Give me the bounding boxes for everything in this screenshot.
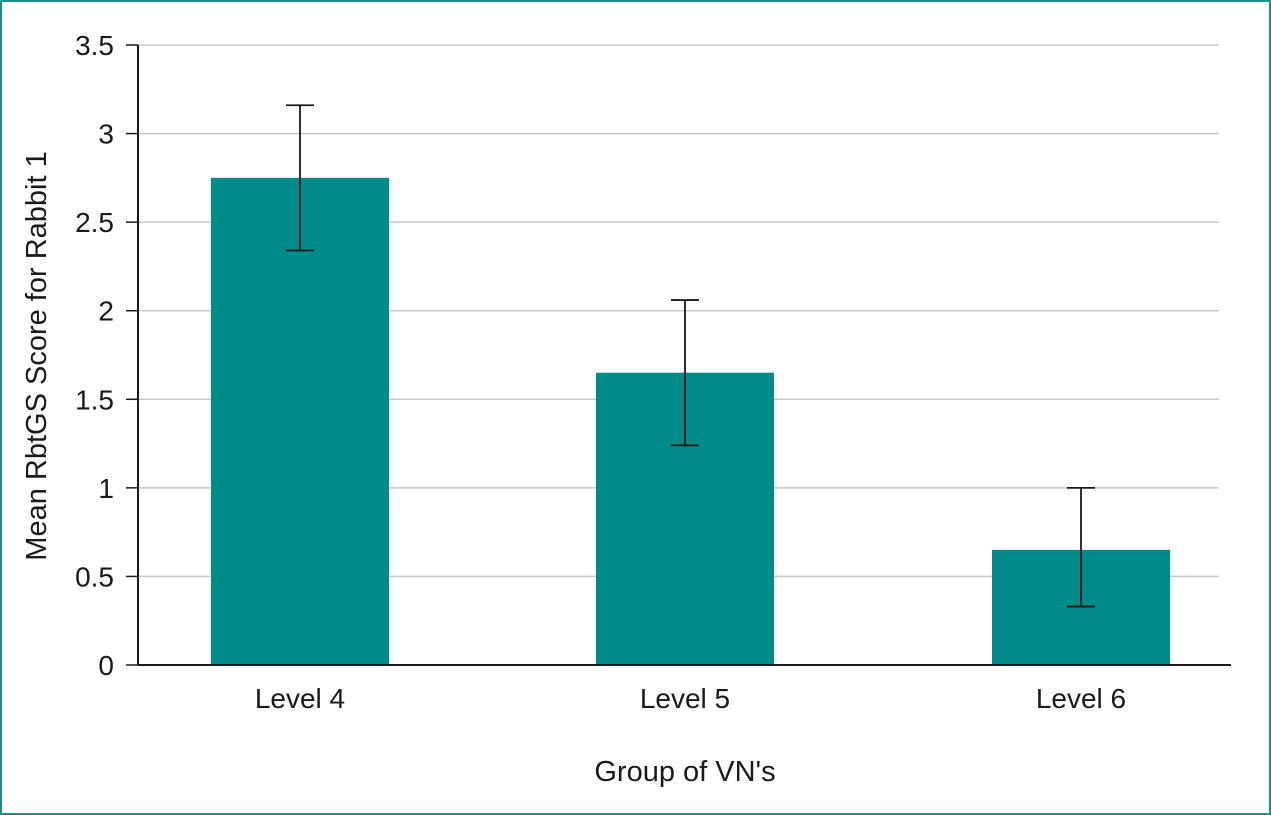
tick-labels: 0 0.5 1 1.5 2 2.5 3 3.5 Level 4 Level 5 Level 6 [75, 30, 1126, 714]
axes [126, 44, 1231, 666]
x-tick-label: Level 5 [640, 683, 730, 714]
x-axis-title: Group of VN's [594, 756, 775, 788]
bars [211, 177, 1170, 665]
y-tick-label: 3 [98, 119, 114, 150]
y-tick-label: 0 [98, 650, 114, 681]
y-tick-label: 3.5 [75, 30, 114, 61]
y-tick-label: 1 [98, 473, 114, 504]
y-axis-title: Mean RbtGS Score for Rabbit 1 [21, 151, 53, 560]
y-tick-label: 2.5 [75, 207, 114, 238]
x-tick-label: Level 4 [255, 683, 345, 714]
x-tick-label: Level 6 [1036, 683, 1126, 714]
y-tick-label: 2 [98, 296, 114, 327]
y-tick-label: 1.5 [75, 384, 114, 415]
error-bars [286, 104, 1095, 608]
y-tick-label: 0.5 [75, 561, 114, 592]
bar-level-4 [211, 177, 389, 665]
